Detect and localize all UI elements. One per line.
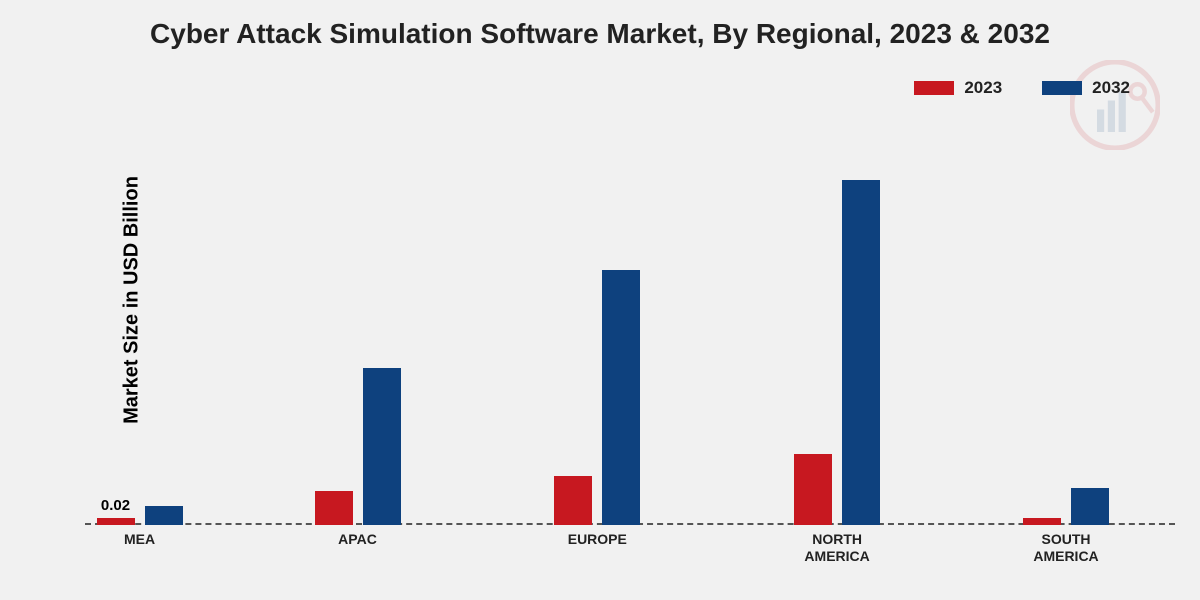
legend-label-2032: 2032 [1092,78,1130,98]
x-tick-label: APAC [338,531,377,548]
legend-item-2023: 2023 [914,78,1002,98]
bar [602,270,640,525]
x-tick-label: MEA [124,531,155,548]
bar [794,454,832,525]
legend-swatch-2023 [914,81,954,95]
legend-swatch-2032 [1042,81,1082,95]
bar-group: EUROPE [537,150,657,525]
chart-title: Cyber Attack Simulation Software Market,… [0,18,1200,50]
bar [842,180,880,525]
watermark-logo [1070,60,1160,150]
bar-group: APAC [298,150,418,525]
bar [554,476,592,525]
y-axis-label: Market Size in USD Billion [120,176,143,424]
bar [363,368,401,526]
value-label: 0.02 [101,497,130,514]
bar [1071,488,1109,526]
bar [1023,518,1061,526]
x-tick-label: SOUTH AMERICA [1033,531,1098,565]
bar [315,491,353,525]
bar [145,506,183,525]
legend: 2023 2032 [914,78,1130,98]
legend-item-2032: 2032 [1042,78,1130,98]
x-tick-label: EUROPE [568,531,627,548]
bar [97,518,135,526]
bar-group: NORTH AMERICA [777,150,897,525]
plot-area: MEA0.02APACEUROPENORTH AMERICASOUTH AMER… [85,150,1175,525]
bar-group: SOUTH AMERICA [1006,150,1126,525]
legend-label-2023: 2023 [964,78,1002,98]
x-tick-label: NORTH AMERICA [804,531,869,565]
